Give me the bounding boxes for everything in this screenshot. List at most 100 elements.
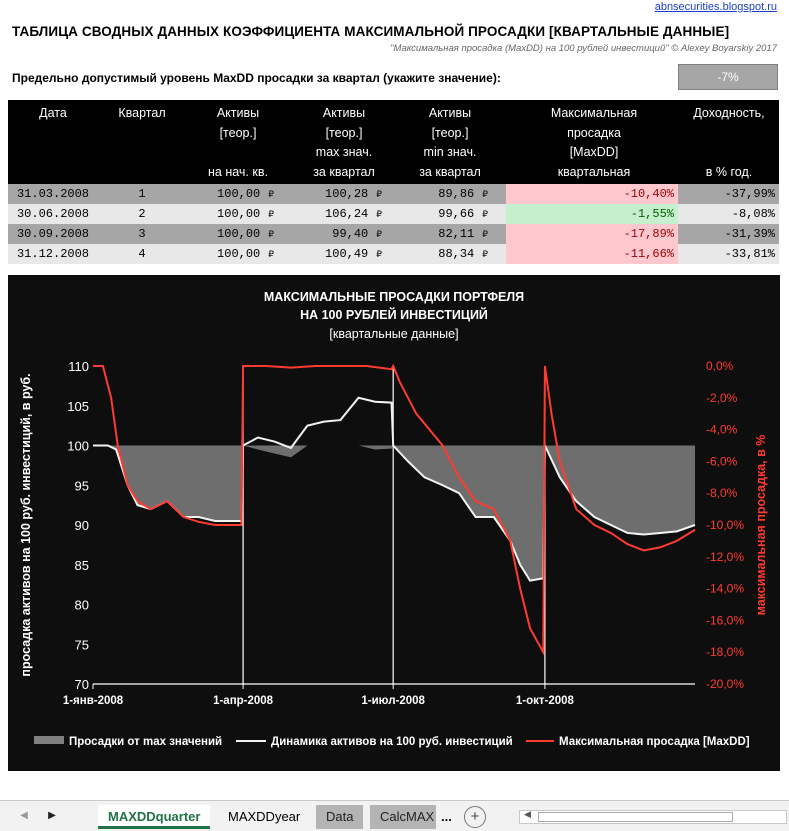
cell-quarter[interactable]: 4	[98, 244, 186, 264]
y-left-tick-label: 85	[75, 558, 89, 573]
tab-data[interactable]: Data	[316, 805, 364, 829]
y-right-tick-label: -18,0%	[706, 645, 744, 659]
scroll-left-icon[interactable]: ◀	[524, 809, 531, 819]
col-header-start: Активы [теор.] на нач. кв.	[208, 106, 268, 179]
currency-symbol: ₽	[268, 210, 274, 220]
cell-date[interactable]: 31.12.2008	[8, 244, 98, 264]
currency-symbol: ₽	[376, 210, 382, 220]
y-right-tick-label: -8,0%	[706, 486, 738, 500]
cell-start-value: 100,00	[217, 207, 261, 221]
cell-max-value: 99,40	[332, 227, 369, 241]
cell-max[interactable]: 106,24 ₽	[290, 204, 384, 224]
tab-maxddyear[interactable]: MAXDDyear	[228, 809, 301, 824]
y-right-tick-label: -14,0%	[706, 582, 744, 596]
x-tick-label: 1-июл-2008	[361, 695, 425, 707]
cell-min[interactable]: 88,34 ₽	[396, 244, 490, 264]
cell-date-value: 30.06.2008	[16, 207, 89, 221]
cell-maxdd[interactable]: -1,55%	[506, 204, 678, 224]
threshold-input[interactable]: -7%	[678, 64, 778, 90]
y-right-tick-label: -6,0%	[706, 454, 738, 468]
col-header-maxdd: Максимальная просадка [MaxDD] квартальна…	[550, 106, 638, 179]
cell-yield[interactable]: -37,99%	[678, 184, 779, 204]
report-subtitle: "Максимальная просадка (MaxDD) на 100 ру…	[390, 43, 777, 54]
chart-title-line-2: НА 100 РУБЛЕЙ ИНВЕСТИЦИЙ	[300, 307, 488, 322]
col-header-date: Дата	[39, 106, 67, 120]
y-right-tick-label: -20,0%	[706, 677, 744, 691]
chart-title-line-1: МАКСИМАЛЬНЫЕ ПРОСАДКИ ПОРТФЕЛЯ	[264, 290, 524, 304]
cell-min[interactable]: 82,11 ₽	[396, 224, 490, 244]
cell-maxdd[interactable]: -17,89%	[506, 224, 678, 244]
chart-subtitle: [квартальные данные]	[329, 327, 458, 341]
cell-max[interactable]: 100,49 ₽	[290, 244, 384, 264]
cell-yield-value: -33,81%	[724, 247, 775, 261]
prev-sheet-icon[interactable]: ◀	[20, 810, 28, 821]
cell-yield[interactable]: -33,81%	[678, 244, 779, 264]
col-header-max: Активы [теор.] max знач. за квартал	[313, 106, 375, 179]
tab-calcmax[interactable]: CalcMAX	[370, 805, 436, 829]
cell-max[interactable]: 100,28 ₽	[290, 184, 384, 204]
currency-symbol: ₽	[482, 250, 488, 260]
cell-maxdd-value: -1,55%	[630, 207, 674, 221]
y-left-tick-label: 105	[67, 399, 89, 414]
currency-symbol: ₽	[376, 190, 382, 200]
y-right-tick-label: -2,0%	[706, 391, 738, 405]
blog-link[interactable]: abnsecurities.blogspot.ru	[654, 1, 777, 13]
cell-max-value: 100,28	[325, 187, 369, 201]
chart-canvas: МАКСИМАЛЬНЫЕ ПРОСАДКИ ПОРТФЕЛЯ НА 100 РУБ…	[19, 290, 768, 748]
cell-yield[interactable]: -8,08%	[678, 204, 779, 224]
cell-min[interactable]: 99,66 ₽	[396, 204, 490, 224]
legend-label-area: Просадки от max значений	[69, 736, 222, 748]
cell-quarter-value: 2	[138, 207, 146, 221]
maxdd-line	[93, 363, 696, 657]
cell-start-value: 100,00	[217, 187, 261, 201]
y-left-tick-label: 100	[67, 439, 89, 454]
cell-start[interactable]: 100,00 ₽	[186, 204, 276, 224]
maxdd-chart: МАКСИМАЛЬНЫЕ ПРОСАДКИ ПОРТФЕЛЯ НА 100 РУБ…	[8, 275, 780, 771]
add-sheet-button[interactable]: +	[464, 806, 486, 828]
more-tabs-button[interactable]: ...	[441, 809, 452, 824]
next-sheet-icon[interactable]: ▶	[48, 810, 56, 821]
y-left-tick-label: 90	[75, 518, 89, 533]
col-header-quarter: Квартал	[118, 106, 166, 120]
cell-quarter[interactable]: 3	[98, 224, 186, 244]
scrollbar-thumb[interactable]	[538, 812, 733, 822]
y-left-tick-label: 75	[75, 637, 89, 652]
y-left-tick-label: 80	[75, 598, 89, 613]
cell-start[interactable]: 100,00 ₽	[186, 244, 276, 264]
y-right-tick-label: -10,0%	[706, 518, 744, 532]
cell-quarter[interactable]: 2	[98, 204, 186, 224]
cell-quarter-value: 1	[138, 187, 146, 201]
cell-min[interactable]: 89,86 ₽	[396, 184, 490, 204]
cell-start[interactable]: 100,00 ₽	[186, 184, 276, 204]
cell-yield-value: -37,99%	[724, 187, 775, 201]
x-tick-label: 1-янв-2008	[63, 695, 124, 707]
y-right-tick-label: -4,0%	[706, 423, 738, 437]
cell-max[interactable]: 99,40 ₽	[290, 224, 384, 244]
horizontal-scrollbar[interactable]: ◀	[519, 809, 787, 824]
legend-label-assets: Динамика активов на 100 руб. инвестиций	[271, 736, 513, 748]
cell-start-value: 100,00	[217, 247, 261, 261]
cell-quarter[interactable]: 1	[98, 184, 186, 204]
table-row: 30.06.2008 2 100,00 ₽106,24 ₽ 99,66 ₽ -1,55% -8,…	[8, 204, 779, 224]
cell-yield[interactable]: -31,39%	[678, 224, 779, 244]
table-row: 31.12.2008 4 100,00 ₽100,49 ₽88,34 ₽ -11,66% -3…	[8, 244, 779, 264]
cell-start[interactable]: 100,00 ₽	[186, 224, 276, 244]
y-left-tick-label: 70	[75, 677, 89, 692]
col-header-yield: Доходность, в % год.	[693, 106, 765, 179]
cell-date[interactable]: 30.09.2008	[8, 224, 98, 244]
cell-min-value: 99,66	[438, 207, 475, 221]
table-row: 31.03.2008 1 100,00 ₽ 100,28 ₽89,86 ₽ -10,40% -3…	[8, 184, 779, 204]
currency-symbol: ₽	[376, 230, 382, 240]
col-header-min: Активы [теор.] min знач. за квартал	[419, 106, 481, 179]
report-title: ТАБЛИЦА СВОДНЫХ ДАННЫХ КОЭФФИЦИЕНТА МАКС…	[12, 24, 730, 39]
currency-symbol: ₽	[482, 210, 488, 220]
tab-maxddquarter[interactable]: MAXDDquarter	[98, 805, 211, 829]
cell-min-value: 82,11	[438, 227, 475, 241]
table-row: 30.09.2008 3 100,00 ₽ 99,40 ₽82,11 ₽ -17,89% -31…	[8, 224, 779, 244]
cell-maxdd[interactable]: -11,66%	[506, 244, 678, 264]
cell-date[interactable]: 31.03.2008	[8, 184, 98, 204]
cell-date[interactable]: 30.06.2008	[8, 204, 98, 224]
cell-date-value: 31.03.2008	[16, 187, 89, 201]
y-left-axis-title: просадка активов на 100 руб. инвестиций,…	[19, 373, 33, 676]
cell-maxdd[interactable]: -10,40%	[506, 184, 678, 204]
